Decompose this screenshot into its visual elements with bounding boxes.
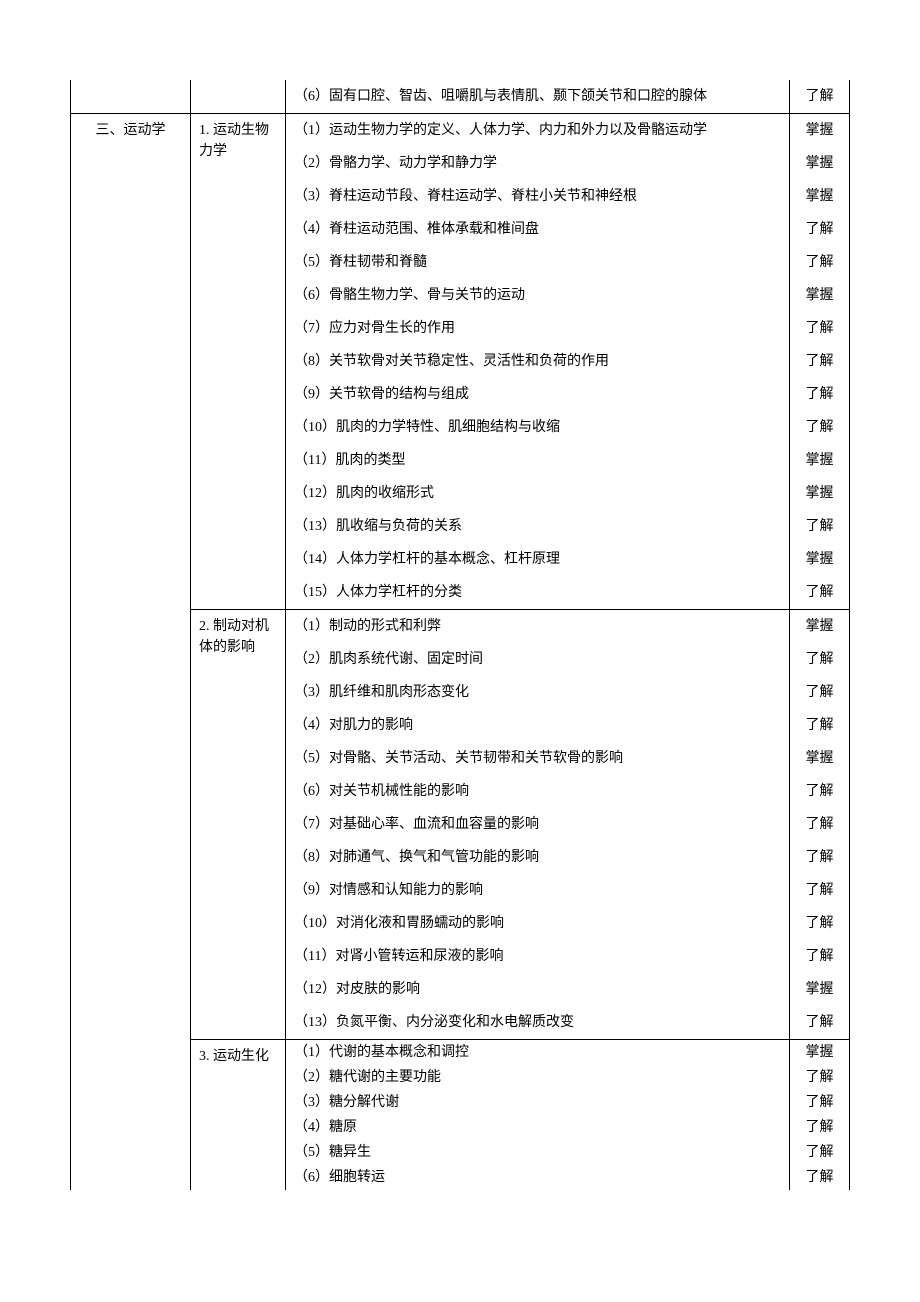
level-cell: 了解 [790,576,850,610]
level-cell: 掌握 [790,279,850,312]
content-cell: （3）糖分解代谢 [286,1090,790,1115]
level-cell: 了解 [790,1065,850,1090]
level-cell: 了解 [790,940,850,973]
content-cell: （10）对消化液和胃肠蠕动的影响 [286,907,790,940]
content-cell: （7）应力对骨生长的作用 [286,312,790,345]
content-cell: （6）细胞转运 [286,1165,790,1190]
content-cell: （9）对情感和认知能力的影响 [286,874,790,907]
section-col2 [191,80,286,114]
content-cell: （2）肌肉系统代谢、固定时间 [286,643,790,676]
table-row: 3. 运动生化（1）代谢的基本概念和调控掌握 [71,1040,850,1066]
content-cell: （11）对肾小管转运和尿液的影响 [286,940,790,973]
level-cell: 掌握 [790,180,850,213]
content-cell: （6）对关节机械性能的影响 [286,775,790,808]
level-cell: 了解 [790,676,850,709]
content-cell: （8）关节软骨对关节稳定性、灵活性和负荷的作用 [286,345,790,378]
section-col2: 2. 制动对机体的影响 [191,610,286,1040]
content-cell: （15）人体力学杠杆的分类 [286,576,790,610]
level-cell: 了解 [790,1115,850,1140]
level-cell: 了解 [790,1165,850,1190]
level-cell: 掌握 [790,147,850,180]
content-cell: （6）骨骼生物力学、骨与关节的运动 [286,279,790,312]
level-cell: 了解 [790,411,850,444]
content-cell: （9）关节软骨的结构与组成 [286,378,790,411]
content-cell: （11）肌肉的类型 [286,444,790,477]
level-cell: 了解 [790,808,850,841]
level-cell: 了解 [790,1006,850,1040]
table-row: 2. 制动对机体的影响（1）制动的形式和利弊掌握 [71,610,850,644]
content-cell: （4）糖原 [286,1115,790,1140]
level-cell: 了解 [790,775,850,808]
content-cell: （13）肌收缩与负荷的关系 [286,510,790,543]
level-cell: 掌握 [790,1040,850,1066]
content-cell: （5）糖异生 [286,1140,790,1165]
table-row: 三、运动学1. 运动生物力学（1）运动生物力学的定义、人体力学、内力和外力以及骨… [71,114,850,148]
level-cell: 掌握 [790,742,850,775]
content-cell: （5）对骨骼、关节活动、关节韧带和关节软骨的影响 [286,742,790,775]
content-cell: （14）人体力学杠杆的基本概念、杠杆原理 [286,543,790,576]
level-cell: 掌握 [790,477,850,510]
content-cell: （1）制动的形式和利弊 [286,610,790,644]
section-col2: 1. 运动生物力学 [191,114,286,610]
content-cell: （2）糖代谢的主要功能 [286,1065,790,1090]
section-col1 [71,610,191,1040]
content-cell: （3）脊柱运动节段、脊柱运动学、脊柱小关节和神经根 [286,180,790,213]
level-cell: 掌握 [790,543,850,576]
content-cell: （13）负氮平衡、内分泌变化和水电解质改变 [286,1006,790,1040]
content-cell: （8）对肺通气、换气和气管功能的影响 [286,841,790,874]
content-cell: （3）肌纤维和肌肉形态变化 [286,676,790,709]
section-col1 [71,80,191,114]
level-cell: 掌握 [790,444,850,477]
content-cell: （12）对皮肤的影响 [286,973,790,1006]
level-cell: 掌握 [790,114,850,148]
level-cell: 了解 [790,709,850,742]
content-cell: （2）骨骼力学、动力学和静力学 [286,147,790,180]
content-cell: （12）肌肉的收缩形式 [286,477,790,510]
content-cell: （5）脊柱韧带和脊髓 [286,246,790,279]
content-cell: （1）运动生物力学的定义、人体力学、内力和外力以及骨骼运动学 [286,114,790,148]
level-cell: 了解 [790,1140,850,1165]
section-col2: 3. 运动生化 [191,1040,286,1191]
syllabus-table: （6）固有口腔、智齿、咀嚼肌与表情肌、颞下颌关节和口腔的腺体了解三、运动学1. … [70,80,850,1190]
level-cell: 了解 [790,510,850,543]
level-cell: 了解 [790,643,850,676]
level-cell: 了解 [790,246,850,279]
level-cell: 了解 [790,378,850,411]
level-cell: 掌握 [790,973,850,1006]
level-cell: 了解 [790,907,850,940]
content-cell: （7）对基础心率、血流和血容量的影响 [286,808,790,841]
level-cell: 了解 [790,213,850,246]
level-cell: 了解 [790,874,850,907]
level-cell: 掌握 [790,610,850,644]
level-cell: 了解 [790,345,850,378]
content-cell: （1）代谢的基本概念和调控 [286,1040,790,1066]
level-cell: 了解 [790,1090,850,1115]
section-col1 [71,1040,191,1191]
content-cell: （10）肌肉的力学特性、肌细胞结构与收缩 [286,411,790,444]
section-col1: 三、运动学 [71,114,191,610]
level-cell: 了解 [790,80,850,114]
level-cell: 了解 [790,841,850,874]
level-cell: 了解 [790,312,850,345]
table-row: （6）固有口腔、智齿、咀嚼肌与表情肌、颞下颌关节和口腔的腺体了解 [71,80,850,114]
content-cell: （6）固有口腔、智齿、咀嚼肌与表情肌、颞下颌关节和口腔的腺体 [286,80,790,114]
content-cell: （4）脊柱运动范围、椎体承载和椎间盘 [286,213,790,246]
content-cell: （4）对肌力的影响 [286,709,790,742]
